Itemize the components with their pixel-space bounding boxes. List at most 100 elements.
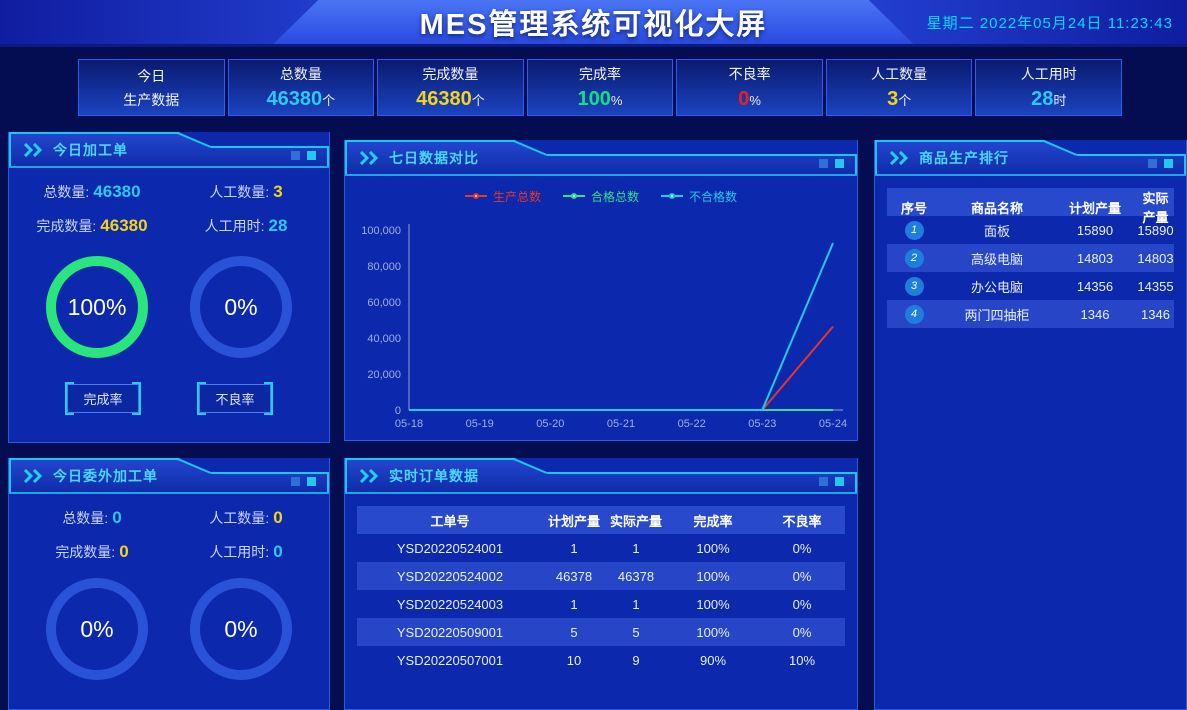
svg-text:100,000: 100,000 [361, 225, 401, 237]
panel-corner-squares-icon [291, 151, 316, 160]
kpi-unit: 时 [1053, 93, 1067, 108]
stat-total: 总数量: 46380 [43, 182, 141, 201]
kpi-today: 今日 生产数据 [78, 59, 225, 116]
ranking-table-header: 序号 商品名称 计划产量 实际产量 [887, 188, 1174, 225]
legend-item[interactable]: 生产总数 [464, 188, 541, 205]
double-chevron-icon [23, 143, 45, 157]
svg-text:40,000: 40,000 [367, 333, 401, 345]
kpi-unit: 个 [471, 93, 485, 108]
double-chevron-icon [23, 469, 45, 483]
kpi-value: 46380 [266, 88, 323, 110]
kpi-label: 完成数量 [422, 66, 479, 82]
panel-corner-squares-icon [1148, 159, 1173, 168]
kpi-worker-count: 人工数量 3个 [825, 59, 973, 116]
defect-rate-gauge: 0% [190, 256, 292, 358]
kpi-label: 不良率 [728, 66, 771, 82]
panel-title: 七日数据对比 [389, 150, 479, 166]
chart-legend: 生产总数 合格总数 不合格数 [345, 188, 857, 204]
table-row: YSD20220524003 1 1 100% 0% [396, 596, 812, 612]
kpi-total-quantity: 总数量 46380个 [227, 59, 375, 116]
table-row: YSD20220524002 46378 46378 100% 0% [357, 562, 845, 590]
svg-text:05-20: 05-20 [536, 418, 564, 430]
svg-text:60,000: 60,000 [367, 297, 401, 309]
kpi-completion-rate: 完成率 100% [526, 59, 674, 116]
panel-seven-day-chart: 七日数据对比 生产总数 合格总数 不合格数 0 20,000 40,000 60,000 8… [344, 140, 858, 441]
kpi-value: 46380 [416, 88, 472, 110]
svg-text:05-19: 05-19 [466, 418, 494, 430]
kpi-label: 总数量 [279, 66, 322, 82]
panel-corner-squares-icon [819, 477, 844, 486]
stat-workers: 人工数量: 0 [209, 508, 283, 527]
table-row: 4 两门四抽柜 1346 1346 [887, 300, 1174, 328]
kpi-unit: 个 [322, 93, 336, 108]
svg-text:05-21: 05-21 [607, 418, 635, 430]
top-banner: MES管理系统可视化大屏 星期二 2022年05月24日 11:23:43 [0, 0, 1187, 47]
completion-rate-button[interactable]: 完成率 [65, 382, 141, 415]
defect-rate-button[interactable]: 不良率 [197, 382, 273, 415]
defect-rate-gauge: 0% [190, 578, 292, 680]
kpi-value: 生产数据 [123, 91, 180, 108]
stat-workers: 人工数量: 3 [209, 182, 283, 201]
panel-today-orders: 今日加工单 总数量: 46380 人工数量: 3 完成数量: 46380 人工用时: 2… [8, 132, 330, 443]
kpi-unit: % [749, 93, 761, 108]
panel-header: 商品生产排行 [875, 140, 1186, 176]
panel-outsourced-orders: 今日委外加工单 总数量: 0 人工数量: 0 完成数量: 0 人工用时: 0 0% 0% [8, 458, 330, 710]
panel-header: 七日数据对比 [345, 140, 857, 176]
kpi-value: 28 [1031, 88, 1054, 110]
svg-text:05-18: 05-18 [395, 418, 423, 430]
orders-table: 工单号 计划产量 实际产量 完成率 不良率 YSD20220524001 1 1 100% 0%… [357, 506, 845, 674]
panel-title: 今日委外加工单 [53, 468, 158, 484]
table-row: 1 面板 15890 15890 [887, 216, 1174, 244]
panel-title: 今日加工单 [53, 142, 128, 158]
page-title: MES管理系统可视化大屏 [419, 9, 768, 41]
stat-labor-hours: 人工用时: 28 [204, 216, 288, 235]
completion-rate-gauge: 100% [46, 256, 148, 358]
stat-labor-hours: 人工用时: 0 [209, 542, 283, 561]
table-row: 2 高级电脑 14803 14803 [887, 244, 1174, 272]
panel-corner-squares-icon [291, 477, 316, 486]
stat-completed: 完成数量: 0 [55, 542, 129, 561]
kpi-value: 100 [577, 88, 611, 110]
double-chevron-icon [889, 151, 911, 165]
ranking-table: 序号 商品名称 计划产量 实际产量 1 面板 15890 15890 2 高级电脑 14803 1… [887, 188, 1174, 328]
rank-badge: 1 [904, 220, 924, 240]
table-row: YSD20220509001 5 5 100% 0% [357, 618, 845, 646]
panel-product-ranking: 商品生产排行 序号 商品名称 计划产量 实际产量 1 面板 15890 15890 2 高级电… [874, 140, 1187, 710]
kpi-label: 完成率 [579, 66, 622, 82]
kpi-completed-quantity: 完成数量 46380个 [377, 59, 524, 116]
rank-badge: 4 [904, 304, 924, 324]
panel-realtime-orders: 实时订单数据 工单号 计划产量 实际产量 完成率 不良率 YSD20220524001 1… [344, 458, 858, 710]
kpi-value: 3 [887, 88, 899, 110]
stat-completed: 完成数量: 46380 [36, 216, 148, 235]
table-row: YSD20220524001 1 1 100% 0% [396, 540, 812, 556]
kpi-unit: % [610, 93, 623, 108]
double-chevron-icon [359, 469, 381, 483]
stat-total: 总数量: 0 [62, 508, 122, 527]
panel-header: 今日加工单 [9, 132, 329, 168]
banner-trapezoid [273, 0, 914, 44]
kpi-label: 今日 [137, 67, 166, 84]
panel-header: 今日委外加工单 [9, 458, 329, 494]
kpi-label: 人工数量 [871, 66, 928, 82]
kpi-labor-hours: 人工用时 28时 [975, 59, 1123, 116]
legend-item[interactable]: 不合格数 [661, 188, 737, 205]
svg-text:80,000: 80,000 [367, 261, 401, 273]
kpi-bar: 今日 生产数据 总数量 46380个 完成数量 46380个 完成率 100% … [78, 59, 1123, 116]
kpi-value: 0 [738, 88, 750, 110]
kpi-label: 人工用时 [1020, 66, 1077, 82]
panel-corner-squares-icon [819, 159, 844, 168]
panel-header: 实时订单数据 [345, 458, 857, 494]
svg-text:05-23: 05-23 [748, 418, 776, 430]
table-row: YSD20220507001 10 9 90% 10% [396, 652, 816, 668]
table-row: 3 办公电脑 14356 14355 [887, 272, 1174, 300]
double-chevron-icon [359, 151, 381, 165]
svg-text:20,000: 20,000 [367, 369, 401, 381]
legend-item[interactable]: 合格总数 [562, 188, 639, 205]
kpi-defect-rate: 不良率 0% [676, 59, 823, 116]
line-chart: 0 20,000 40,000 60,000 80,000 100,000 05-18 05-… [361, 224, 847, 430]
panel-title: 商品生产排行 [919, 150, 1009, 166]
datetime-display: 星期二 2022年05月24日 11:23:43 [926, 14, 1173, 32]
kpi-unit: 个 [898, 93, 912, 108]
svg-text:0: 0 [395, 405, 401, 417]
svg-text:05-22: 05-22 [678, 418, 706, 430]
